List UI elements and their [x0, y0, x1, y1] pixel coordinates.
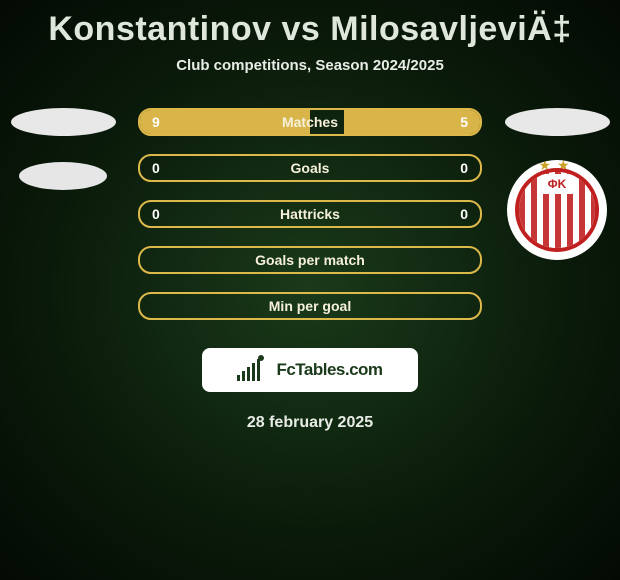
stat-value-left: 9: [152, 114, 166, 130]
stat-value-left: 0: [152, 160, 166, 176]
bar-chart-icon: [237, 359, 268, 381]
logo-bar-icon: [257, 359, 260, 381]
page-title: Konstantinov vs MilosavljeviÄ‡: [0, 10, 620, 49]
page-subtitle: Club competitions, Season 2024/2025: [0, 57, 620, 74]
stat-row: Goals per match: [138, 246, 482, 274]
stat-label: Min per goal: [269, 298, 351, 314]
stats-center-column: 9 Matches 5 0 Goals 0 0 Hattricks 0 Goals per mat…: [138, 108, 482, 320]
stat-value-right: 5: [454, 114, 468, 130]
right-player-column: ★★ ΦK: [502, 108, 612, 260]
club-monogram-wrap: ΦK: [519, 172, 595, 248]
site-name: FcTables.com: [276, 360, 382, 380]
stats-area: 9 Matches 5 0 Goals 0 0 Hattricks 0 Goals per mat…: [0, 108, 620, 320]
logo-bar-icon: [252, 363, 255, 381]
player-photo-placeholder: [505, 108, 610, 136]
left-player-column: [8, 108, 118, 190]
logo-bar-icon: [242, 371, 245, 381]
club-badge-placeholder: [19, 162, 107, 190]
stat-value-right: 0: [454, 160, 468, 176]
logo-bar-icon: [237, 375, 240, 381]
stat-row: 0 Goals 0: [138, 154, 482, 182]
stat-label: Hattricks: [280, 206, 340, 222]
date-generated: 28 february 2025: [0, 414, 620, 432]
branding-box: FcTables.com: [202, 348, 418, 392]
stat-row: 0 Hattricks 0: [138, 200, 482, 228]
stat-row: Min per goal: [138, 292, 482, 320]
stat-row: 9 Matches 5: [138, 108, 482, 136]
logo-dot-icon: [258, 355, 264, 361]
player-photo-placeholder: [11, 108, 116, 136]
stat-value-left: 0: [152, 206, 166, 222]
stat-value-right: 0: [454, 206, 468, 222]
stat-label: Goals per match: [255, 252, 365, 268]
club-badge: ★★ ΦK: [507, 160, 607, 260]
comparison-card: Konstantinov vs MilosavljeviÄ‡ Club comp…: [0, 0, 620, 432]
stat-label: Matches: [282, 114, 338, 130]
logo-bar-icon: [247, 367, 250, 381]
club-badge-inner: ΦK: [515, 168, 599, 252]
club-monogram: ΦK: [539, 174, 575, 194]
stat-label: Goals: [291, 160, 330, 176]
